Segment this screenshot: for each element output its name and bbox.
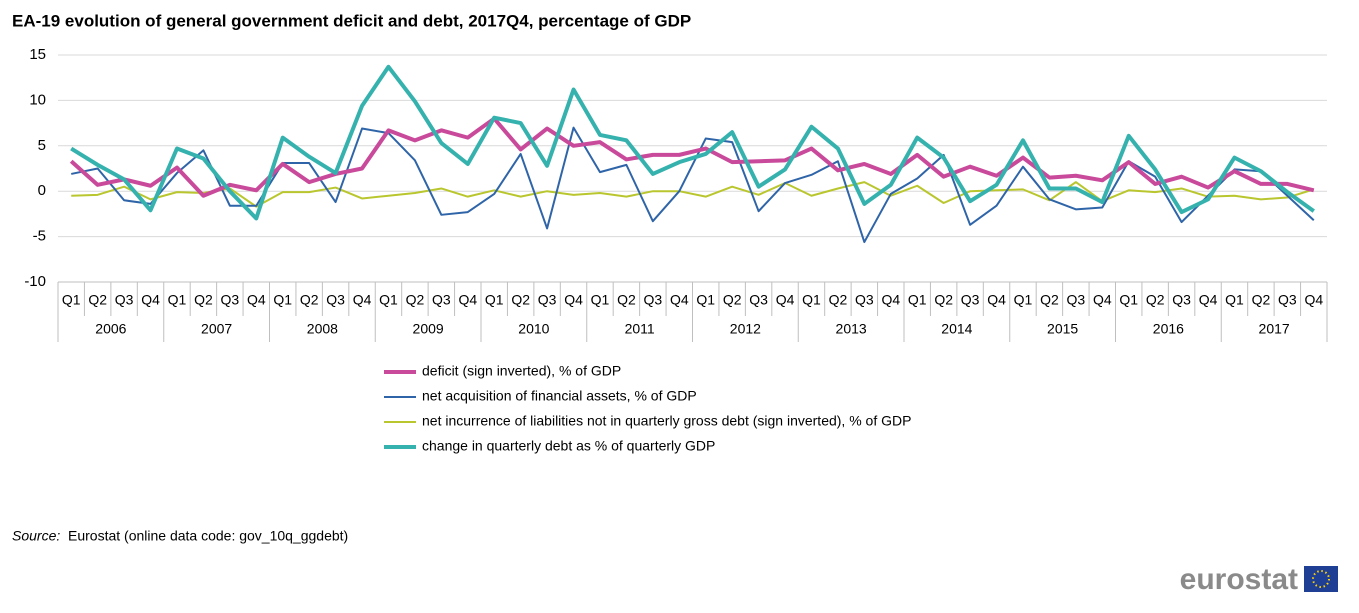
legend-label: change in quarterly debt as % of quarter… <box>422 438 715 454</box>
x-tick-label: Q4 <box>1304 292 1323 308</box>
x-tick-label: Q3 <box>855 292 874 308</box>
eu-flag <box>1304 566 1338 592</box>
year-label: 2015 <box>1047 321 1078 337</box>
logo-text: eurostat <box>1180 563 1298 596</box>
x-tick-label: Q4 <box>881 292 900 308</box>
x-tick-label: Q3 <box>432 292 451 308</box>
x-tick-label: Q1 <box>168 292 187 308</box>
y-tick-label: -5 <box>33 228 46 245</box>
x-tick-label: Q4 <box>353 292 372 308</box>
y-tick-label: 15 <box>29 46 46 63</box>
x-tick-label: Q2 <box>300 292 319 308</box>
x-tick-label: Q3 <box>326 292 345 308</box>
x-tick-label: Q1 <box>802 292 821 308</box>
year-label: 2013 <box>836 321 867 337</box>
x-tick-label: Q1 <box>1225 292 1244 308</box>
chart-title: EA-19 evolution of general government de… <box>12 11 691 30</box>
x-tick-label: Q4 <box>987 292 1006 308</box>
legend-label: net incurrence of liabilities not in qua… <box>422 413 911 429</box>
x-tick-label: Q2 <box>1146 292 1165 308</box>
x-tick-label: Q2 <box>194 292 213 308</box>
year-label: 2006 <box>95 321 126 337</box>
x-tick-label: Q4 <box>1199 292 1218 308</box>
x-tick-label: Q3 <box>1278 292 1297 308</box>
x-tick-label: Q4 <box>247 292 266 308</box>
year-label: 2007 <box>201 321 232 337</box>
x-tick-label: Q2 <box>1040 292 1059 308</box>
x-tick-label: Q4 <box>670 292 689 308</box>
x-tick-label: Q3 <box>115 292 134 308</box>
x-tick-label: Q2 <box>1252 292 1271 308</box>
year-label: 2014 <box>941 321 972 337</box>
x-tick-label: Q4 <box>776 292 795 308</box>
x-tick-label: Q1 <box>908 292 927 308</box>
x-tick-label: Q1 <box>1014 292 1033 308</box>
year-label: 2017 <box>1259 321 1290 337</box>
x-tick-label: Q2 <box>723 292 742 308</box>
x-tick-label: Q3 <box>749 292 768 308</box>
x-tick-label: Q3 <box>1067 292 1086 308</box>
y-tick-label: -10 <box>24 273 46 290</box>
x-tick-label: Q2 <box>88 292 107 308</box>
series-line <box>70 64 1315 221</box>
x-tick-label: Q1 <box>485 292 504 308</box>
x-tick-label: Q2 <box>511 292 530 308</box>
x-tick-label: Q2 <box>406 292 425 308</box>
year-label: 2012 <box>730 321 761 337</box>
y-tick-label: 10 <box>29 91 46 108</box>
series-line <box>69 116 1315 198</box>
source-label: Source: <box>12 528 60 544</box>
x-tick-label: Q3 <box>961 292 980 308</box>
x-tick-label: Q1 <box>62 292 81 308</box>
legend-label: net acquisition of financial assets, % o… <box>422 388 697 404</box>
x-tick-label: Q4 <box>458 292 477 308</box>
x-tick-label: Q1 <box>591 292 610 308</box>
x-tick-label: Q3 <box>221 292 240 308</box>
x-tick-label: Q2 <box>617 292 636 308</box>
x-tick-label: Q4 <box>564 292 583 308</box>
year-label: 2016 <box>1153 321 1184 337</box>
x-tick-label: Q1 <box>379 292 398 308</box>
year-label: 2008 <box>307 321 338 337</box>
y-tick-label: 5 <box>38 137 46 154</box>
year-label: 2010 <box>518 321 549 337</box>
x-tick-label: Q1 <box>273 292 292 308</box>
year-label: 2011 <box>625 321 655 337</box>
x-tick-label: Q4 <box>1093 292 1112 308</box>
eu-stars <box>1312 570 1330 588</box>
x-tick-label: Q1 <box>696 292 715 308</box>
x-tick-label: Q1 <box>1119 292 1138 308</box>
year-label: 2009 <box>413 321 444 337</box>
x-tick-label: Q3 <box>538 292 557 308</box>
x-tick-label: Q2 <box>829 292 848 308</box>
source-text: Eurostat (online data code: gov_10q_ggde… <box>68 528 348 544</box>
x-tick-label: Q4 <box>141 292 160 308</box>
series-line <box>71 126 1315 244</box>
y-tick-label: 0 <box>38 182 46 199</box>
x-tick-label: Q3 <box>1172 292 1191 308</box>
x-tick-label: Q2 <box>934 292 953 308</box>
x-tick-label: Q3 <box>644 292 663 308</box>
legend-label: deficit (sign inverted), % of GDP <box>422 363 621 379</box>
